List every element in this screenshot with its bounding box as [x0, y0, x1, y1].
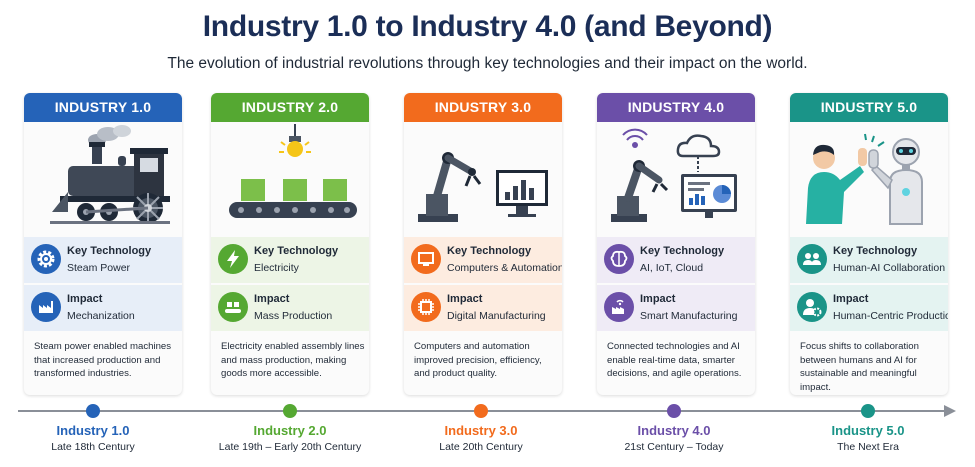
- robot-arm-computer-icon: [404, 122, 562, 236]
- timeline-label: Industry 2.0: [253, 423, 327, 438]
- timeline-era: Late 20th Century: [439, 441, 523, 453]
- lightning-icon: [218, 244, 248, 274]
- key-technology-value: Steam Power: [67, 262, 131, 274]
- human-robot-high-five-icon: [790, 122, 948, 236]
- impact-label: Impact: [447, 293, 483, 305]
- card-description: Computers and automation improved precis…: [414, 341, 542, 379]
- timeline-dot: [86, 404, 100, 418]
- key-technology-row: Key Technology Steam Power: [24, 237, 182, 283]
- monitor-icon: [411, 244, 441, 274]
- impact-row: Impact Mechanization: [24, 285, 182, 331]
- key-technology-label: Key Technology: [67, 245, 152, 257]
- page-subtitle: The evolution of industrial revolutions …: [167, 55, 808, 72]
- card-description: Steam power enabled machines that increa…: [34, 341, 172, 379]
- key-technology-label: Key Technology: [447, 245, 532, 257]
- card-description: Focus shifts to collaboration between hu…: [800, 341, 919, 393]
- card-header: INDUSTRY 4.0: [597, 93, 755, 122]
- impact-value: Mechanization: [67, 310, 135, 322]
- timeline-dot: [667, 404, 681, 418]
- key-technology-value: Computers & Automation: [447, 262, 562, 274]
- key-technology-label: Key Technology: [640, 245, 725, 257]
- impact-value: Mass Production: [254, 310, 333, 322]
- person-gear-icon: [797, 292, 827, 322]
- impact-label: Impact: [67, 293, 103, 305]
- card-industry-1: INDUSTRY 1.0: [24, 93, 182, 395]
- card-industry-5: INDUSTRY 5.0 Key Technology Human: [790, 93, 948, 395]
- key-technology-label: Key Technology: [833, 245, 918, 257]
- page-title: Industry 1.0 to Industry 4.0 (and Beyond…: [202, 10, 773, 43]
- key-technology-row: Key Technology AI, IoT, Cloud: [597, 237, 755, 283]
- timeline-label: Industry 4.0: [637, 423, 711, 438]
- timeline-label: Industry 5.0: [831, 423, 905, 438]
- people-icon: [797, 244, 827, 274]
- conveyor-belt-icon: [211, 122, 369, 236]
- card-description: Connected technologies and AI enable rea…: [607, 341, 742, 379]
- impact-row: Impact Smart Manufacturing: [597, 285, 755, 331]
- timeline-era: The Next Era: [837, 441, 899, 453]
- timeline-era: Late 19th – Early 20th Century: [218, 441, 362, 453]
- timeline-arrow-icon: [944, 405, 956, 417]
- timeline-dot: [861, 404, 875, 418]
- key-technology-row: Key Technology Human-AI Collaboration: [790, 237, 948, 283]
- timeline-label: Industry 1.0: [56, 423, 130, 438]
- card-header: INDUSTRY 2.0: [211, 93, 369, 122]
- impact-label: Impact: [833, 293, 869, 305]
- card-header: INDUSTRY 5.0: [790, 93, 948, 122]
- chip-icon: [411, 292, 441, 322]
- card-industry-4: INDUSTRY 4.0: [597, 93, 755, 395]
- brain-icon: [604, 244, 634, 274]
- impact-label: Impact: [254, 293, 290, 305]
- smart-factory-icon: [604, 292, 634, 322]
- timeline-dot: [283, 404, 297, 418]
- key-technology-value: Electricity: [254, 262, 299, 274]
- card-description: Electricity enabled assembly lines and m…: [221, 341, 365, 379]
- timeline-dot: [474, 404, 488, 418]
- key-technology-value: Human-AI Collaboration: [833, 262, 946, 274]
- steam-locomotive-icon: [24, 122, 182, 236]
- card-header: INDUSTRY 1.0: [24, 93, 182, 122]
- impact-label: Impact: [640, 293, 676, 305]
- gear-icon: [31, 244, 61, 274]
- card-header: INDUSTRY 3.0: [404, 93, 562, 122]
- key-technology-value: AI, IoT, Cloud: [640, 262, 704, 274]
- impact-value: Smart Manufacturing: [640, 310, 738, 322]
- key-technology-row: Key Technology Computers & Automation: [404, 237, 562, 283]
- impact-value: Human-Centric Production: [833, 310, 948, 322]
- timeline-era: 21st Century – Today: [624, 441, 724, 453]
- timeline-label: Industry 3.0: [444, 423, 518, 438]
- impact-row: Impact Human-Centric Production: [790, 285, 948, 331]
- key-technology-row: Key Technology Electricity: [211, 237, 369, 283]
- conveyor-icon: [218, 292, 248, 322]
- timeline-era: Late 18th Century: [51, 441, 135, 453]
- card-industry-2: INDUSTRY 2.0 Key Technolo: [211, 93, 369, 395]
- impact-row: Impact Mass Production: [211, 285, 369, 331]
- key-technology-label: Key Technology: [254, 245, 339, 257]
- impact-row: Impact Digital Manufacturing: [404, 285, 562, 331]
- connected-robot-cloud-icon: [597, 122, 755, 236]
- impact-value: Digital Manufacturing: [447, 310, 546, 322]
- factory-icon: [31, 292, 61, 322]
- card-industry-3: INDUSTRY 3.0 Key Technology Compu: [404, 93, 562, 395]
- timeline: Industry 1.0 Late 18th Century Industry …: [0, 395, 975, 467]
